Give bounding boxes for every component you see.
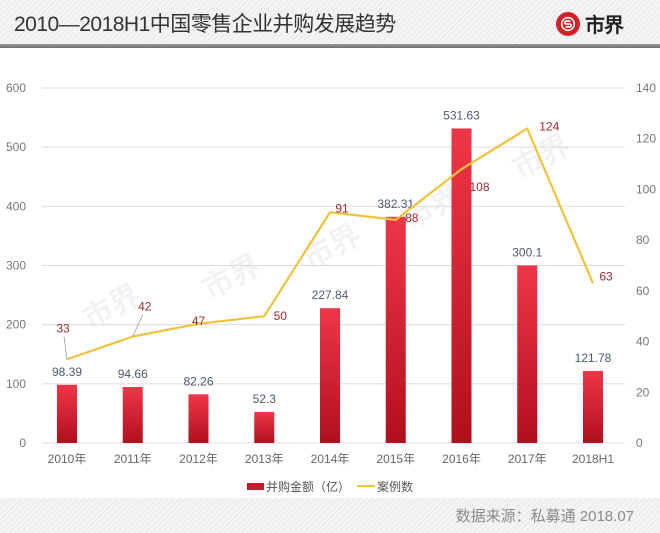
bar-value-label: 531.63 <box>443 108 480 122</box>
watermark-text: 市界 <box>77 278 146 336</box>
left-tick-label: 400 <box>6 199 26 213</box>
line-value-label: 124 <box>539 120 559 134</box>
watermark-text: 市界 <box>197 248 266 306</box>
left-tick-label: 300 <box>6 259 26 273</box>
brand-logo: 市界 <box>556 9 624 38</box>
leader-line <box>132 314 144 337</box>
left-tick-label: 500 <box>6 140 26 154</box>
legend-bar-swatch <box>247 483 264 490</box>
line-value-label: 50 <box>274 309 288 323</box>
data-source: 数据来源：私募通 2018.07 <box>455 508 634 525</box>
left-tick-label: 600 <box>6 81 26 95</box>
right-tick-label: 120 <box>636 132 656 146</box>
bar-value-label: 98.39 <box>52 365 82 379</box>
right-tick-label: 40 <box>636 335 650 349</box>
line-value-label: 47 <box>192 314 206 328</box>
x-tick-label: 2016年 <box>442 452 481 466</box>
bar <box>583 370 603 443</box>
bar <box>385 216 406 443</box>
brand-name: 市界 <box>585 15 624 37</box>
line-value-label: 33 <box>56 321 70 335</box>
bar <box>188 394 209 443</box>
bar <box>122 386 143 443</box>
x-tick-label: 2015年 <box>376 452 415 466</box>
brand-s-circle-icon <box>556 11 580 36</box>
line-value-label: 88 <box>405 211 419 225</box>
footer-banner: 数据来源：私募通 2018.07 <box>0 498 660 533</box>
bar <box>57 384 77 443</box>
line-data-labels: 33 42 47 50 91 88 108 124 63 <box>56 120 613 360</box>
bar-value-label: 121.78 <box>575 351 612 365</box>
right-tick-label: 0 <box>636 436 643 450</box>
leader-line <box>63 336 68 360</box>
bar-value-label: 227.84 <box>312 288 349 302</box>
line-value-label: 91 <box>335 201 349 215</box>
bar-value-label: 382.31 <box>377 197 414 211</box>
bar-value-label: 82.26 <box>183 374 213 388</box>
x-tick-label: 2017年 <box>508 452 547 466</box>
header-divider <box>0 44 660 48</box>
bar <box>451 128 472 443</box>
bar-series <box>57 128 603 443</box>
left-tick-label: 100 <box>6 377 26 391</box>
watermark-text: 市界 <box>507 128 576 186</box>
bar <box>517 265 538 443</box>
right-axis: 0 20 40 60 80 100 120 140 <box>636 81 656 450</box>
x-tick-label: 2014年 <box>311 452 350 466</box>
bar-value-label: 300.1 <box>512 245 542 259</box>
bar <box>320 308 340 443</box>
legend-bar-label: 并购金额（亿） <box>266 479 350 494</box>
header-banner: 2010—2018H1中国零售企业并购发展趋势 市界 <box>0 0 660 44</box>
right-tick-label: 60 <box>636 284 650 298</box>
chart-title: 2010—2018H1中国零售企业并购发展趋势 <box>14 13 396 36</box>
bar-value-label: 94.66 <box>118 367 148 381</box>
x-tick-label: 2010年 <box>48 452 87 466</box>
legend: 并购金额（亿） 案例数 <box>247 479 413 494</box>
legend-line-label: 案例数 <box>377 479 413 494</box>
line-value-label: 42 <box>138 300 152 314</box>
left-tick-label: 0 <box>19 436 26 450</box>
x-tick-label: 2013年 <box>245 452 284 466</box>
left-tick-label: 200 <box>6 318 26 332</box>
x-tick-label: 2018H1 <box>572 452 614 466</box>
right-tick-label: 100 <box>636 182 656 196</box>
bar-data-labels: 98.39 94.66 82.26 52.3 227.84 382.31 531.63 300… <box>52 108 612 406</box>
left-axis: 0 100 200 300 400 500 600 <box>6 81 26 450</box>
line-value-label: 63 <box>599 269 613 283</box>
bar-value-label: 52.3 <box>253 392 277 406</box>
line-value-label: 108 <box>469 180 489 194</box>
right-tick-label: 20 <box>636 385 650 399</box>
bar <box>254 412 275 443</box>
x-tick-label: 2012年 <box>179 452 218 466</box>
x-tick-label: 2011年 <box>114 452 152 466</box>
right-tick-label: 80 <box>636 233 650 247</box>
right-tick-label: 140 <box>636 81 656 95</box>
x-axis: 2010年 2011年 2012年 2013年 2014年 2015年 2016年 2017年… <box>48 452 615 466</box>
